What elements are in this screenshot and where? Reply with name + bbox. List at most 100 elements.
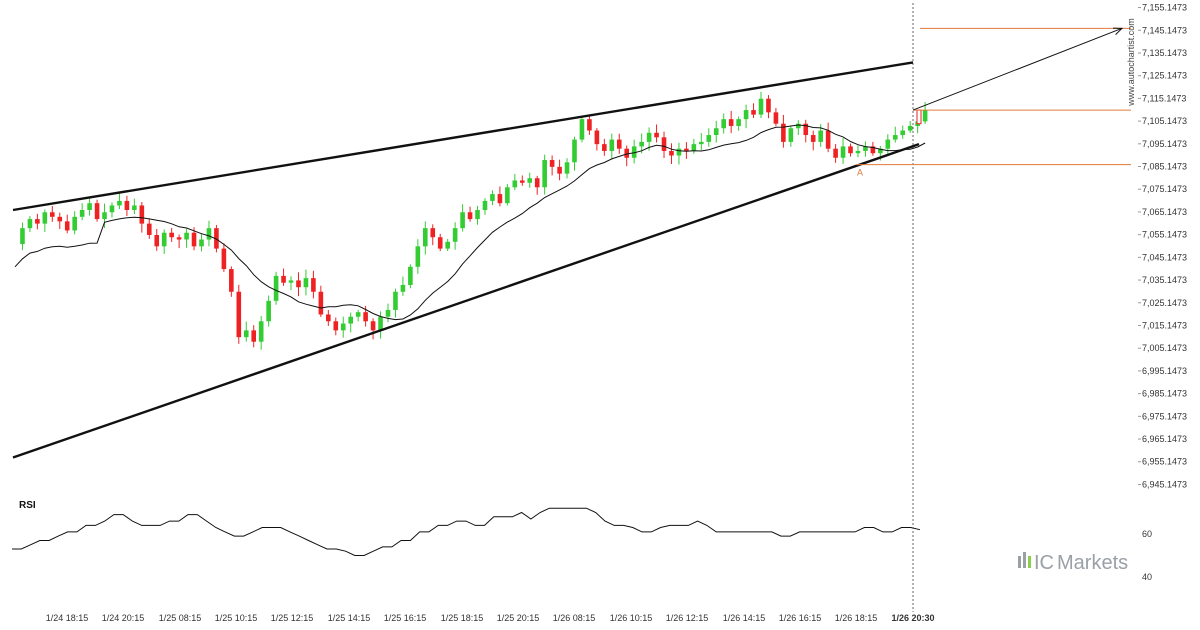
time-tick-label: 1/25 12:15 xyxy=(271,613,314,623)
candle-down xyxy=(587,119,592,131)
candle-up xyxy=(490,194,495,201)
candle-down xyxy=(766,98,771,113)
brand-logo[interactable]: IC Markets xyxy=(1018,552,1128,574)
candle-down xyxy=(214,228,219,249)
price-tick-label: 7,035.1473 xyxy=(1142,275,1187,285)
time-tick-label: 1/25 08:15 xyxy=(159,613,202,623)
candle-up xyxy=(266,300,271,322)
candle-up xyxy=(378,316,383,331)
candle-up xyxy=(132,205,137,210)
candle-up xyxy=(20,228,25,245)
candle-down xyxy=(370,321,376,331)
rsi-tick-label: 40 xyxy=(1142,572,1152,582)
candle-down xyxy=(236,291,242,338)
candle-up xyxy=(184,232,189,240)
price-tick-label: 7,115.1473 xyxy=(1142,93,1186,103)
brand-bar-icon xyxy=(1018,556,1021,568)
candle-up xyxy=(572,139,577,163)
time-tick-label: 1/26 16:15 xyxy=(779,613,822,623)
price-tick-label: 6,965.1473 xyxy=(1142,434,1187,444)
candle-up xyxy=(102,212,107,220)
candle-up xyxy=(340,323,346,331)
candle-up xyxy=(400,284,406,292)
candle-up xyxy=(736,119,741,126)
point-a-label: A xyxy=(857,168,863,178)
candle-up xyxy=(527,178,533,183)
candle-up xyxy=(258,321,264,342)
candle-down xyxy=(602,144,607,151)
price-tick-label: 6,995.1473 xyxy=(1142,366,1187,376)
candle-down xyxy=(467,212,473,220)
candle-up xyxy=(706,135,712,142)
candle-down xyxy=(728,119,734,126)
rsi-line xyxy=(12,507,921,556)
brand-bar-icon xyxy=(1023,552,1026,568)
candle-down xyxy=(154,234,160,247)
candle-down xyxy=(430,228,436,238)
time-tick-label: 1/25 10:15 xyxy=(215,613,258,623)
candle-up xyxy=(758,98,764,115)
candle-up xyxy=(892,135,898,140)
time-tick-label: 1/26 20:30 xyxy=(891,613,934,623)
candle-up xyxy=(408,266,413,285)
candle-down xyxy=(139,205,145,224)
price-tick-label: 7,145.1473 xyxy=(1142,25,1187,35)
brand-bar-icon xyxy=(1028,556,1031,568)
time-tick-label: 1/25 14:15 xyxy=(328,613,371,623)
candle-up xyxy=(855,150,861,154)
forecast-arrow-head-icon xyxy=(1112,27,1124,35)
time-tick-label: 1/25 18:15 xyxy=(441,613,484,623)
candle-up xyxy=(482,200,488,210)
candle-down xyxy=(497,194,503,204)
moving-average-line xyxy=(14,124,926,321)
candle-down xyxy=(870,146,876,154)
candle-down xyxy=(146,223,152,235)
brand-text-suffix: Markets xyxy=(1057,552,1128,574)
price-tick-label: 7,005.1473 xyxy=(1142,343,1187,353)
candle-up xyxy=(922,110,928,122)
forecast-arrow-line xyxy=(912,27,1123,111)
candle-up xyxy=(699,141,704,145)
time-axis: 1/24 18:15 1/24 20:15 1/25 08:15 1/25 10:15… xyxy=(46,613,935,623)
candle-up xyxy=(423,228,428,247)
candle-down xyxy=(311,278,316,292)
time-tick-label: 1/25 16:15 xyxy=(384,613,427,623)
candle-up xyxy=(79,209,85,217)
price-tick-label: 7,135.1473 xyxy=(1142,48,1187,58)
time-tick-label: 1/24 18:15 xyxy=(46,613,89,623)
candle-up xyxy=(840,146,846,158)
candle-up xyxy=(206,228,212,240)
price-tick-label: 7,125.1473 xyxy=(1142,71,1187,81)
candle-up xyxy=(743,110,749,120)
candle-down xyxy=(281,275,286,283)
candle-up xyxy=(878,148,883,154)
candle-up xyxy=(631,146,637,158)
candle-up xyxy=(199,239,204,247)
candle-down xyxy=(296,280,301,288)
candle-down xyxy=(229,269,234,292)
candle-up xyxy=(885,139,891,149)
candle-up xyxy=(564,162,570,174)
price-tick-label: 6,975.1473 xyxy=(1142,411,1187,421)
candle-down xyxy=(616,139,622,149)
candle-up xyxy=(460,212,465,229)
candle-down xyxy=(169,232,174,238)
rsi-tick-label: 60 xyxy=(1142,529,1152,539)
price-tick-label: 7,055.1473 xyxy=(1142,230,1187,240)
candle-down xyxy=(318,291,324,315)
candle-up xyxy=(691,144,697,151)
time-tick-label: 1/26 18:15 xyxy=(835,613,878,623)
price-tick-label: 7,075.1473 xyxy=(1142,184,1187,194)
candle-down xyxy=(549,160,555,167)
candle-up xyxy=(303,278,309,288)
candle-down xyxy=(825,130,831,149)
candle-down xyxy=(624,148,630,158)
candle-up xyxy=(713,128,719,136)
price-tick-label: 7,095.1473 xyxy=(1142,139,1187,149)
candle-up xyxy=(676,148,682,156)
candle-up xyxy=(348,316,353,324)
candle-down xyxy=(64,221,70,231)
candle-up xyxy=(542,160,547,188)
